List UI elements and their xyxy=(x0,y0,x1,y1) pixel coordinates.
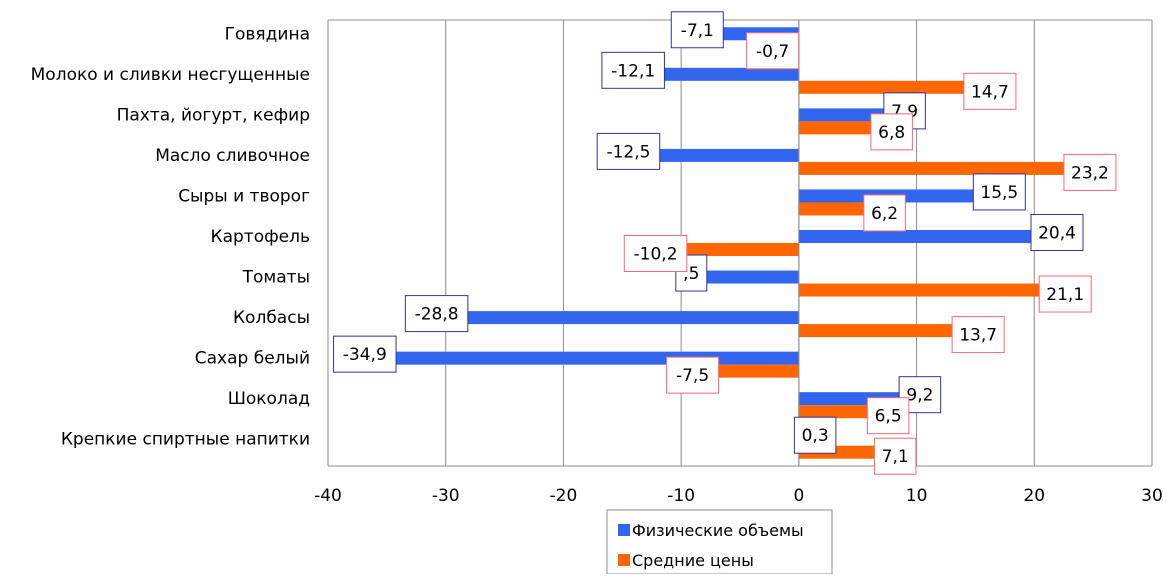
data-label-box xyxy=(866,397,910,435)
category-label: Масло сливочное xyxy=(155,146,310,166)
tick-label: -10 xyxy=(667,486,695,506)
tick-label: 0 xyxy=(793,486,804,506)
data-label-layer: -7,1-12,17,9-12,515,520,4,5-28,8-34,99,2… xyxy=(333,11,1117,475)
data-label-box xyxy=(666,356,720,394)
bar xyxy=(798,161,1072,175)
bar xyxy=(656,67,799,81)
data-label: -0,7 xyxy=(756,42,789,62)
data-label: 20,4 xyxy=(1038,224,1076,244)
category-label: Сыры и творог xyxy=(178,186,310,206)
category-label: Говядина xyxy=(225,24,310,44)
legend-label: Средние цены xyxy=(632,551,754,570)
data-label-box xyxy=(623,235,688,272)
data-label: -7,5 xyxy=(676,366,709,386)
data-label: 7,1 xyxy=(882,447,909,467)
bar xyxy=(798,121,879,135)
data-label-box xyxy=(870,113,913,151)
category-label: Пахта, йогурт, кефир xyxy=(117,105,310,125)
bar xyxy=(388,351,799,365)
category-label: Сахар белый xyxy=(195,349,310,369)
data-label: 21,1 xyxy=(1046,285,1084,305)
data-label-box xyxy=(963,72,1017,110)
category-label: Шоколад xyxy=(228,389,310,409)
legend: Физические объемы Средние цены xyxy=(606,509,833,575)
category-label: Молоко и сливки несгущенные xyxy=(31,65,310,85)
data-label-box xyxy=(873,437,917,475)
category-label: Крепкие спиртные напитки xyxy=(61,430,310,450)
bar xyxy=(798,80,972,94)
category-label: Томаты xyxy=(242,268,310,288)
data-label-box xyxy=(1038,275,1092,313)
tick-label: -40 xyxy=(314,486,342,506)
category-label: Колбасы xyxy=(233,308,310,328)
data-label: 6,8 xyxy=(878,123,905,143)
data-label-box xyxy=(793,416,837,454)
category-label: Картофель xyxy=(211,227,310,247)
bar xyxy=(798,405,876,419)
data-label: -34,9 xyxy=(343,345,387,365)
data-label-box xyxy=(601,51,665,89)
tick-label: -30 xyxy=(432,486,460,506)
bar xyxy=(651,148,799,162)
axis-layer: Говядина Молоко и сливки несгущенные Пахта… xyxy=(31,20,1163,506)
bar xyxy=(710,364,799,378)
data-label-box xyxy=(333,335,397,373)
tick-label: 20 xyxy=(1023,486,1045,506)
bar xyxy=(459,311,799,325)
bar-layer xyxy=(388,27,1072,459)
tick-label: 30 xyxy=(1141,486,1163,506)
data-label: 9,2 xyxy=(906,386,933,406)
legend-swatch xyxy=(618,524,630,536)
data-label: 23,2 xyxy=(1071,163,1109,183)
bar xyxy=(798,324,961,338)
data-label-box xyxy=(746,32,800,70)
data-label: 14,7 xyxy=(971,82,1009,102)
tick-label: 10 xyxy=(906,486,928,506)
data-label-box xyxy=(404,295,469,333)
data-label: 13,7 xyxy=(959,326,997,346)
data-label: -7,1 xyxy=(681,21,714,41)
data-label-box xyxy=(596,132,661,170)
data-label-box xyxy=(1030,214,1084,251)
legend-label: Физические объемы xyxy=(632,521,804,540)
data-label: -10,2 xyxy=(634,245,678,265)
legend-swatch xyxy=(618,554,630,566)
data-label-box xyxy=(863,194,906,232)
data-label: 6,2 xyxy=(871,204,898,224)
data-label-box xyxy=(1063,153,1117,191)
data-label: 0,3 xyxy=(802,426,829,446)
tick-label: -20 xyxy=(550,486,578,506)
data-label-box xyxy=(670,11,724,49)
bar xyxy=(798,230,1039,243)
bar xyxy=(798,108,892,122)
data-label: 6,5 xyxy=(875,407,902,427)
bar xyxy=(678,243,799,256)
data-label: -12,1 xyxy=(611,61,655,81)
bar xyxy=(698,270,799,284)
data-label: 15,5 xyxy=(980,183,1018,203)
data-label: -12,5 xyxy=(606,142,650,162)
bar xyxy=(798,283,1048,297)
bar xyxy=(798,202,872,216)
data-label: -28,8 xyxy=(415,305,459,325)
legend-box xyxy=(606,509,833,575)
data-label-box xyxy=(951,316,1005,354)
data-label-box xyxy=(972,173,1026,211)
